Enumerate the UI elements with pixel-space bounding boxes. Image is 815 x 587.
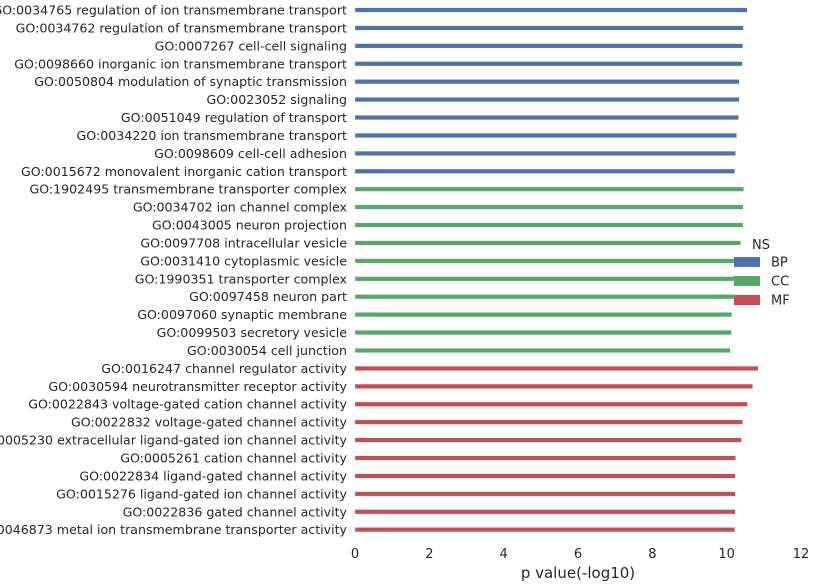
legend-swatch-cc — [734, 276, 760, 286]
bar-mf-8 — [354, 509, 736, 515]
y-tick-label: GO:0022832 voltage-gated channel activit… — [71, 415, 348, 430]
y-tick-label: GO:0034702 ion channel complex — [133, 200, 348, 215]
y-tick-label: GO:0097060 synaptic membrane — [137, 307, 347, 322]
y-tick-label: GO:0030594 neurotransmitter receptor act… — [48, 379, 347, 394]
bar-cc-1 — [354, 204, 744, 210]
legend-label-cc: CC — [771, 275, 789, 290]
y-tick-label: GO:0005261 cation channel activity — [120, 451, 347, 466]
bar-bp-6 — [354, 115, 739, 120]
bar-bp-2 — [354, 43, 743, 49]
y-tick-label: GO:0015276 ligand-gated ion channel acti… — [56, 486, 347, 501]
y-tick-label: GO:0022836 gated channel activity — [123, 504, 348, 519]
bar-mf-6 — [354, 473, 736, 479]
y-tick-label: GO:0099503 secretory vesicle — [157, 325, 348, 340]
bar-bp-8 — [354, 150, 736, 156]
bar-mf-9 — [354, 527, 735, 533]
bar-cc-3 — [354, 240, 741, 246]
y-tick-label: GO:0034765 regulation of ion transmembra… — [0, 3, 347, 18]
bar-cc-7 — [354, 312, 733, 318]
y-tick-label: GO:0034762 regulation of transmembrane t… — [16, 20, 347, 35]
x-tick-labels: 0 2 4 6 8 10 12 — [351, 547, 809, 562]
y-tick-label: GO:0097708 intracellular vesicle — [140, 235, 347, 250]
bar-bp-0 — [354, 7, 748, 13]
bar-cc-6 — [354, 294, 735, 300]
legend-swatch-bp — [734, 257, 760, 267]
bar-mf-5 — [354, 455, 736, 461]
legend: NS BP CC MF — [734, 238, 790, 309]
y-tick-label: GO:0034220 ion transmembrane transport — [77, 128, 348, 143]
legend-label-bp: BP — [771, 256, 788, 271]
y-tick-label: GO:0023052 signaling — [206, 92, 347, 107]
bar-bp-1 — [354, 25, 744, 31]
x-tick-label: 4 — [500, 547, 508, 562]
bar-mf-2 — [354, 401, 748, 407]
y-tick-label: GO:0022834 ligand-gated channel activity — [79, 468, 347, 483]
bar-mf-7 — [354, 491, 736, 497]
bar-bp-9 — [354, 168, 735, 174]
bar-mf-1 — [354, 383, 753, 389]
bar-bp-3 — [354, 61, 743, 67]
legend-swatch-mf — [734, 295, 760, 305]
bar-cc-0 — [354, 186, 744, 192]
bar-cc-9 — [354, 348, 731, 353]
y-tick-label: GO:0098609 cell-cell adhesion — [154, 146, 347, 161]
bars-layer — [354, 7, 759, 533]
bar-cc-8 — [354, 330, 732, 335]
x-tick-label: 2 — [425, 547, 433, 562]
y-tick-label: GO:0031410 cytoplasmic vesicle — [140, 253, 347, 268]
y-tick-label: GO:1990351 transporter complex — [135, 271, 348, 286]
bar-mf-3 — [354, 419, 743, 425]
x-axis-label: p value(-log10) — [521, 564, 635, 582]
bar-mf-4 — [354, 437, 742, 443]
bar-mf-0 — [354, 365, 759, 371]
y-tick-label: GO:1902495 transmembrane transporter com… — [29, 182, 347, 197]
x-tick-label: 6 — [574, 547, 582, 562]
bar-bp-7 — [354, 133, 737, 138]
x-tick-label: 8 — [648, 547, 656, 562]
y-tick-label: GO:0050804 modulation of synaptic transm… — [34, 74, 347, 89]
y-tick-label: GO:0022843 voltage-gated cation channel … — [28, 397, 347, 412]
bar-cc-5 — [354, 276, 735, 282]
bar-cc-4 — [354, 258, 741, 264]
bar-cc-2 — [354, 222, 744, 228]
y-tick-label: GO:0097458 neuron part — [189, 289, 347, 304]
y-tick-label: GO:0007267 cell-cell signaling — [155, 38, 347, 53]
legend-label-mf: MF — [771, 294, 790, 309]
x-tick-label: 0 — [351, 547, 359, 562]
y-tick-label: GO:0043005 neuron projection — [152, 218, 347, 233]
y-tick-labels: GO:0034765 regulation of ion transmembra… — [0, 3, 348, 538]
y-tick-label: GO:0005230 extracellular ligand-gated io… — [0, 433, 348, 448]
bar-bp-4 — [354, 79, 740, 85]
bar-bp-5 — [354, 97, 740, 102]
y-tick-label: GO:0030054 cell junction — [187, 343, 347, 358]
y-tick-label: GO:0098660 inorganic ion transmembrane t… — [14, 56, 347, 71]
x-tick-label: 12 — [793, 547, 810, 562]
y-tick-label: GO:0015672 monovalent inorganic cation t… — [21, 164, 347, 179]
legend-title: NS — [752, 238, 770, 253]
y-tick-label: GO:0046873 metal ion transmembrane trans… — [0, 522, 348, 537]
y-tick-label: GO:0051049 regulation of transport — [121, 110, 347, 125]
y-tick-label: GO:0016247 channel regulator activity — [101, 361, 347, 376]
x-tick-label: 10 — [718, 547, 735, 562]
